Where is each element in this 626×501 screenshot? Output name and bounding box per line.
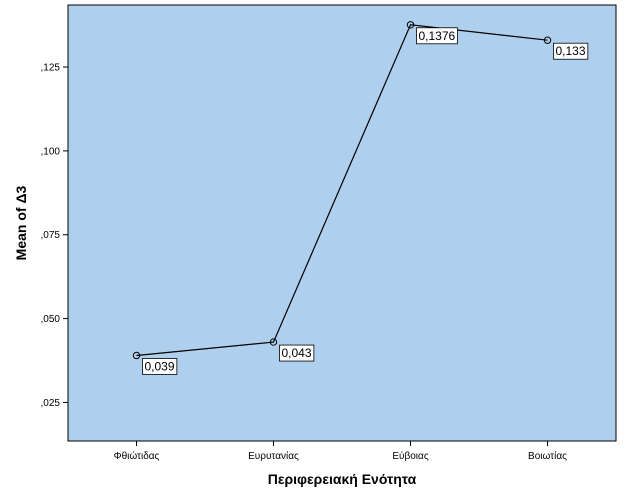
plot-area bbox=[67, 4, 617, 442]
y-tick-label: ,025 bbox=[41, 398, 61, 409]
x-axis-title: Περιφερειακή Ενότητα bbox=[268, 471, 417, 487]
data-label-box bbox=[279, 344, 315, 362]
data-label-box bbox=[416, 27, 458, 45]
y-tick-label: ,125 bbox=[41, 63, 61, 74]
data-label-box bbox=[142, 358, 178, 375]
x-tick-label: Εύβοιας bbox=[392, 450, 428, 462]
data-label-box bbox=[553, 42, 589, 60]
x-tick-label: Φθιώτιδας bbox=[114, 450, 160, 462]
data-label: 0,043 bbox=[279, 344, 315, 362]
y-axis: ,025 ,050 ,075 ,100 ,125 bbox=[41, 63, 68, 409]
data-label: 0,1376 bbox=[416, 27, 458, 45]
series-line bbox=[136, 24, 548, 357]
data-labels: 0,039 0,043 0,1376 0,133 bbox=[142, 27, 589, 375]
y-tick-label: ,075 bbox=[41, 230, 61, 241]
y-tick-label: ,050 bbox=[41, 314, 61, 325]
data-markers bbox=[132, 21, 552, 360]
y-tick-label: ,100 bbox=[41, 146, 61, 157]
data-label: 0,133 bbox=[553, 42, 589, 60]
data-label-text: 0,039 bbox=[145, 359, 175, 373]
x-tick-label: Βοιωτίας bbox=[528, 450, 567, 462]
data-point bbox=[406, 21, 415, 29]
data-label-text: 0,133 bbox=[556, 44, 586, 58]
data-point bbox=[543, 36, 552, 44]
data-label-text: 0,1376 bbox=[419, 29, 456, 43]
data-label: 0,039 bbox=[142, 358, 178, 375]
data-label-text: 0,043 bbox=[282, 346, 312, 360]
data-point bbox=[269, 338, 278, 346]
y-axis-title: Mean of Δ3 bbox=[13, 185, 29, 260]
data-point bbox=[132, 351, 141, 360]
x-axis: Φθιώτιδας Ευρυτανίας Εύβοιας Βοιωτίας bbox=[114, 441, 567, 462]
x-tick-label: Ευρυτανίας bbox=[248, 450, 299, 462]
